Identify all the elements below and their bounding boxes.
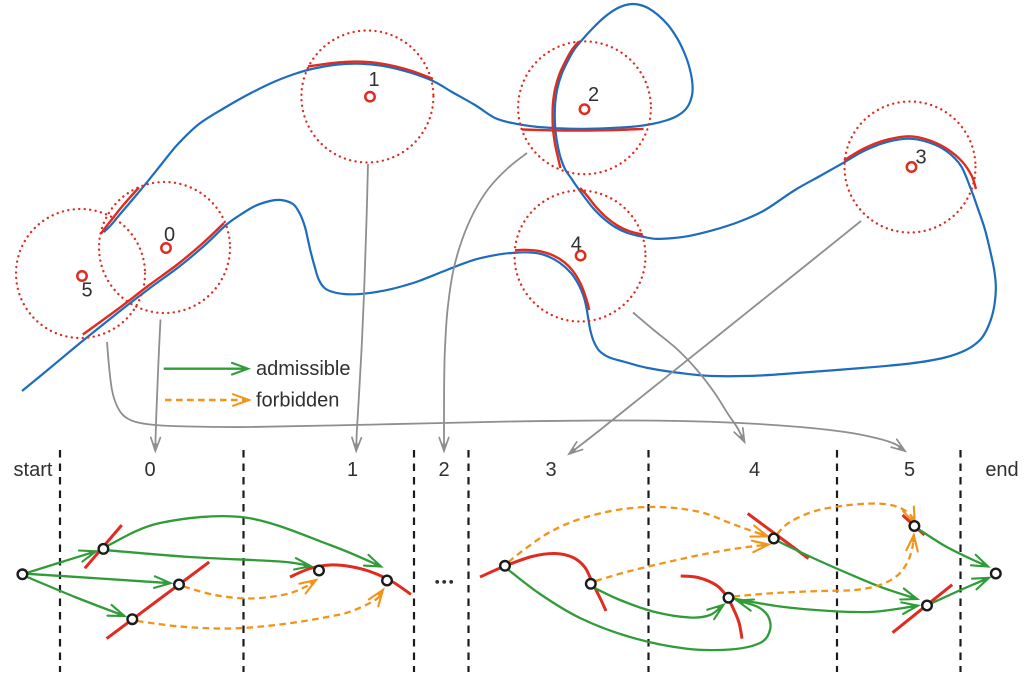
svg-text:start: start bbox=[14, 459, 53, 481]
svg-text:forbidden: forbidden bbox=[256, 390, 339, 412]
svg-text:0: 0 bbox=[164, 224, 175, 246]
svg-text:end: end bbox=[985, 459, 1018, 481]
svg-text:3: 3 bbox=[915, 147, 926, 169]
svg-text:2: 2 bbox=[588, 84, 599, 106]
svg-text:4: 4 bbox=[749, 459, 760, 481]
svg-text:5: 5 bbox=[904, 459, 915, 481]
svg-text:1: 1 bbox=[347, 459, 358, 481]
svg-text:5: 5 bbox=[81, 280, 92, 302]
svg-text:0: 0 bbox=[144, 459, 155, 481]
svg-text:1: 1 bbox=[368, 69, 379, 91]
svg-text:2: 2 bbox=[438, 459, 449, 481]
svg-text:admissible: admissible bbox=[256, 358, 350, 380]
svg-text:4: 4 bbox=[571, 234, 582, 256]
svg-text:3: 3 bbox=[545, 459, 556, 481]
